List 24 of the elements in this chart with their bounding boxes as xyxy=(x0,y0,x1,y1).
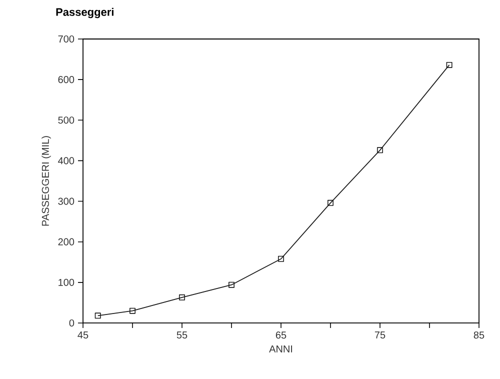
point xyxy=(94,312,101,319)
x-axis-title: ANNI xyxy=(269,345,292,352)
x-tick-label: 65 xyxy=(276,332,286,339)
point xyxy=(179,294,186,300)
y-tick-label: 300 xyxy=(58,198,74,205)
y-tick-label: 100 xyxy=(58,278,74,286)
point xyxy=(130,308,136,314)
y-tick-label: 600 xyxy=(58,76,74,84)
y-tick-label: 200 xyxy=(58,238,74,246)
point xyxy=(228,282,235,288)
x-tick-label: 75 xyxy=(374,332,386,338)
y-tick-label: 0 xyxy=(69,319,74,327)
y-tick-label: 400 xyxy=(58,157,74,164)
point xyxy=(328,200,334,206)
x-tick-label: 85 xyxy=(474,332,484,339)
y-tick-label: 500 xyxy=(58,116,74,124)
y-tick-label: 700 xyxy=(58,35,74,43)
point xyxy=(446,62,452,68)
x-tick-label: 45 xyxy=(78,332,88,338)
point xyxy=(377,147,383,154)
y-axis-title: PASSEGGERI (MIL) xyxy=(42,136,51,226)
x-tick-label: 55 xyxy=(176,332,188,338)
point xyxy=(278,256,284,262)
chart-title: Passeggeri xyxy=(56,8,114,18)
